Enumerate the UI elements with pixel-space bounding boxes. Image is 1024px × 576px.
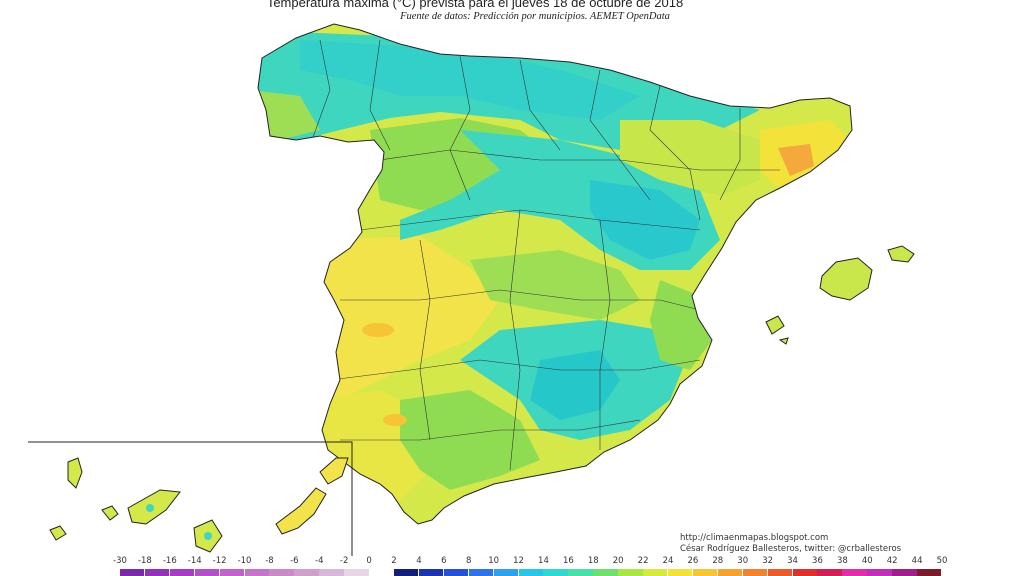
formentera <box>778 337 789 345</box>
legend-tick: -2 <box>339 556 349 566</box>
legend-swatch <box>468 569 494 576</box>
legend-tick: 28 <box>712 556 724 566</box>
credit-author: César Rodríguez Ballesteros, twitter: @c… <box>680 544 902 554</box>
legend-tick: 16 <box>562 556 574 566</box>
legend-swatch <box>767 569 793 576</box>
legend-swatch <box>120 569 145 576</box>
legend-tick: -18 <box>137 556 152 566</box>
green-zone-south-plateau <box>470 250 640 320</box>
legend-swatch <box>344 569 369 576</box>
legend-swatch <box>593 569 618 576</box>
legend-swatch <box>842 569 867 576</box>
legend-swatch <box>643 569 668 576</box>
inset-frame <box>28 441 353 556</box>
legend-tick: -4 <box>315 556 324 566</box>
fuerteventura <box>275 487 327 535</box>
catalonia-hot <box>778 144 814 176</box>
tenerife <box>127 489 181 525</box>
el-hierro <box>49 525 67 541</box>
legend-swatch <box>717 569 743 576</box>
legend-swatch <box>618 569 643 576</box>
legend-tick: 26 <box>687 556 699 566</box>
legend-tick: 44 <box>911 556 923 566</box>
gran-canaria-cool-spot <box>204 532 212 540</box>
lanzarote <box>319 457 349 485</box>
la-gomera <box>101 505 119 521</box>
andalusia-green <box>400 390 540 490</box>
temperature-legend: -30 -18 -16 -14 -12 -10 -8 -6 -4 -2 0 2 4 6 8 10 12 14 16 1… <box>113 556 947 576</box>
legend-tick: 0 <box>366 556 372 566</box>
legend-tick: 38 <box>836 556 848 566</box>
legend-tick: -8 <box>265 556 274 566</box>
hot-spot-guadalquivir <box>383 414 407 426</box>
legend-tick: 36 <box>812 556 823 566</box>
legend-swatch <box>169 569 195 576</box>
legend-swatch <box>418 569 444 576</box>
ibiza <box>765 315 785 335</box>
legend-tick: 12 <box>513 556 524 566</box>
legend-swatch <box>194 569 220 576</box>
legend-swatch <box>518 569 543 576</box>
legend-swatch <box>219 569 245 576</box>
legend-swatch <box>144 569 170 576</box>
legend-swatch <box>443 569 469 576</box>
legend-tick: 6 <box>441 556 447 566</box>
legend-tick: 2 <box>391 556 397 566</box>
legend-tick: -14 <box>187 556 202 566</box>
legend-tick: 20 <box>612 556 624 566</box>
legend-swatch <box>792 569 817 576</box>
legend-tick: 42 <box>886 556 898 566</box>
legend-swatch <box>917 569 942 576</box>
legend-swatch <box>892 569 917 576</box>
warm-zone-west <box>300 236 500 420</box>
legend-swatch <box>493 569 519 576</box>
legend-swatch <box>394 569 419 576</box>
cool-zone-iberico <box>590 180 700 260</box>
cool-zone-sierra-nevada <box>530 350 620 420</box>
balearic-islands <box>765 245 915 345</box>
legend-swatch <box>294 569 319 576</box>
legend-tick: -30 <box>113 556 127 566</box>
legend-tick: -10 <box>237 556 252 566</box>
legend-tick: 50 <box>936 556 948 566</box>
map-title: Temperatura máxima (°C) prevista para el… <box>266 0 684 10</box>
legend-tick: 10 <box>488 556 500 566</box>
legend-swatch <box>742 569 768 576</box>
legend-tick: -6 <box>290 556 299 566</box>
canary-islands-inset <box>28 441 353 556</box>
legend-tick: -12 <box>212 556 227 566</box>
tenerife-cool-spot <box>146 504 154 512</box>
legend-swatch <box>543 569 568 576</box>
menorca <box>887 245 915 263</box>
legend-swatch <box>319 569 344 576</box>
legend-swatch <box>269 569 294 576</box>
credit-url: http://climaenmapas.blogspot.com <box>680 533 829 543</box>
legend-tick: -16 <box>162 556 177 566</box>
legend-tick: 30 <box>737 556 749 566</box>
legend-tick: 8 <box>466 556 472 566</box>
legend-tick: 14 <box>538 556 549 566</box>
la-palma <box>67 457 83 489</box>
map-subtitle: Fuente de datos: Predicción por municipi… <box>400 11 670 22</box>
legend-swatch <box>244 569 269 576</box>
legend-swatch <box>668 569 693 576</box>
legend-tick: 24 <box>662 556 674 566</box>
legend-swatch <box>568 569 593 576</box>
legend-swatch <box>369 569 394 576</box>
legend-tick: 4 <box>416 556 422 566</box>
legend-tick: 18 <box>587 556 599 566</box>
legend-tick: 40 <box>861 556 873 566</box>
legend-tick: 34 <box>787 556 798 566</box>
legend-tick: 32 <box>762 556 774 566</box>
legend-tick: 22 <box>637 556 649 566</box>
peninsula <box>257 23 853 525</box>
legend-swatch <box>867 569 892 576</box>
legend-swatch <box>817 569 842 576</box>
mallorca <box>819 257 873 301</box>
ebro-valley <box>620 120 760 196</box>
legend-swatch <box>692 569 718 576</box>
hot-spot-extremadura <box>362 323 394 337</box>
cool-zone-north-inner <box>300 40 640 120</box>
